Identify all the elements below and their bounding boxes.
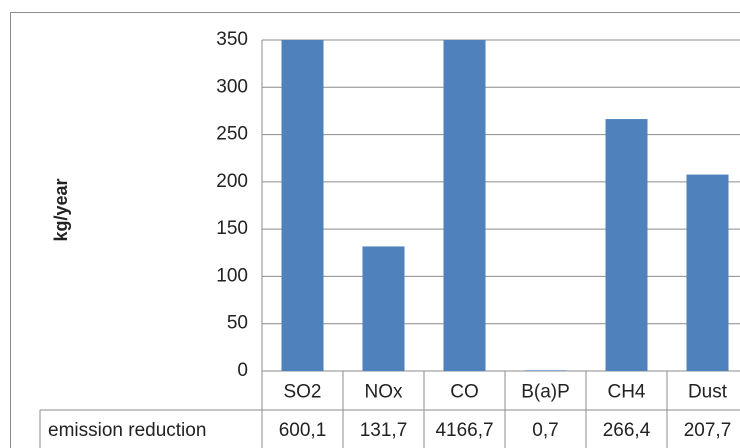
- data-label: 266,4: [603, 420, 651, 441]
- bar: [443, 40, 486, 371]
- bar: [524, 370, 567, 371]
- data-label: 600,1: [279, 420, 327, 441]
- y-axis-label: kg/year: [51, 178, 71, 241]
- y-tick-label: 300: [216, 76, 248, 97]
- bar: [281, 40, 324, 371]
- x-tick-label: CO: [450, 382, 479, 403]
- y-tick-label: 250: [216, 124, 248, 145]
- bar: [605, 119, 648, 371]
- x-tick-label: NOx: [365, 382, 404, 403]
- grid: 0 50 100 150 200 250 300 350: [216, 29, 740, 381]
- y-tick-label: 150: [216, 218, 248, 239]
- data-label: 131,7: [360, 420, 408, 441]
- y-tick-label: 0: [237, 360, 248, 381]
- y-tick-label: 350: [216, 29, 248, 50]
- x-tick-label: Dust: [688, 382, 728, 403]
- data-table: emission reduction SO2 600,1 NOx 131,7 CO 4166…: [39, 371, 740, 448]
- bars: [281, 40, 729, 371]
- y-tick-label: 200: [216, 171, 248, 192]
- data-label: 0,7: [532, 420, 558, 441]
- bar: [686, 174, 729, 371]
- x-tick-label: CH4: [607, 382, 645, 403]
- x-tick-label: SO2: [283, 382, 321, 403]
- bar: [362, 246, 405, 371]
- y-tick-label: 50: [227, 313, 248, 334]
- x-tick-label: B(a)P: [521, 382, 570, 403]
- legend-label: emission reduction: [48, 420, 206, 441]
- data-label: 207,7: [684, 420, 732, 441]
- data-label: 4166,7: [435, 420, 493, 441]
- y-tick-label: 100: [216, 265, 248, 286]
